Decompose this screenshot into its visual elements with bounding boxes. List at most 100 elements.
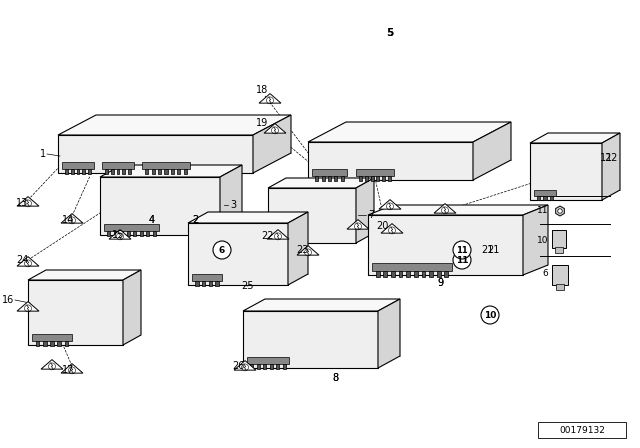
- Bar: [171, 169, 174, 174]
- Polygon shape: [17, 302, 39, 311]
- Text: 18: 18: [256, 85, 268, 95]
- Bar: [43, 341, 47, 346]
- Bar: [269, 364, 273, 369]
- Bar: [77, 169, 79, 174]
- Bar: [406, 271, 410, 276]
- Bar: [58, 341, 61, 346]
- Text: 7: 7: [368, 210, 374, 220]
- Polygon shape: [188, 223, 288, 285]
- Text: 3: 3: [230, 200, 236, 210]
- Polygon shape: [17, 197, 39, 206]
- Text: 6: 6: [542, 268, 548, 277]
- Polygon shape: [434, 204, 456, 213]
- Polygon shape: [243, 311, 378, 368]
- Bar: [247, 357, 289, 364]
- Circle shape: [481, 306, 499, 324]
- Bar: [359, 176, 362, 181]
- Bar: [282, 364, 286, 369]
- Polygon shape: [100, 165, 242, 177]
- Bar: [429, 271, 433, 276]
- Text: 13: 13: [16, 198, 28, 208]
- Polygon shape: [28, 270, 141, 280]
- Text: 14: 14: [62, 215, 74, 225]
- Polygon shape: [109, 230, 131, 239]
- Polygon shape: [356, 178, 374, 243]
- Polygon shape: [259, 94, 281, 103]
- Polygon shape: [378, 299, 400, 368]
- Polygon shape: [58, 115, 291, 135]
- Circle shape: [557, 209, 563, 213]
- Bar: [36, 341, 39, 346]
- Polygon shape: [368, 205, 548, 215]
- Polygon shape: [188, 212, 308, 223]
- Text: 19: 19: [256, 118, 268, 128]
- Bar: [127, 231, 130, 236]
- Bar: [340, 176, 344, 181]
- Bar: [152, 169, 155, 174]
- Bar: [209, 281, 212, 286]
- Bar: [192, 274, 222, 281]
- Polygon shape: [58, 135, 253, 173]
- Polygon shape: [264, 124, 286, 133]
- Polygon shape: [473, 122, 511, 180]
- Bar: [250, 364, 253, 369]
- Bar: [122, 169, 125, 174]
- Bar: [133, 231, 136, 236]
- Text: 10: 10: [536, 236, 548, 245]
- Text: 5: 5: [387, 28, 394, 38]
- Bar: [391, 271, 395, 276]
- Bar: [146, 231, 149, 236]
- Bar: [321, 176, 324, 181]
- Bar: [140, 231, 143, 236]
- Bar: [184, 169, 187, 174]
- Bar: [65, 169, 68, 174]
- Bar: [436, 271, 440, 276]
- Text: 12: 12: [606, 153, 618, 163]
- Bar: [399, 271, 403, 276]
- Text: 6: 6: [219, 246, 225, 254]
- Bar: [257, 364, 260, 369]
- Polygon shape: [220, 165, 242, 235]
- Polygon shape: [123, 270, 141, 345]
- Polygon shape: [234, 361, 256, 370]
- Bar: [128, 169, 131, 174]
- Text: 11: 11: [456, 255, 468, 264]
- Polygon shape: [308, 142, 473, 180]
- Bar: [62, 162, 94, 169]
- Polygon shape: [28, 280, 123, 345]
- Polygon shape: [61, 214, 83, 223]
- Bar: [376, 271, 380, 276]
- Polygon shape: [523, 205, 548, 275]
- Bar: [422, 271, 426, 276]
- Bar: [382, 176, 385, 181]
- Text: 17: 17: [62, 365, 74, 375]
- Text: 8: 8: [332, 373, 338, 383]
- Circle shape: [453, 241, 471, 259]
- Polygon shape: [379, 200, 401, 209]
- Bar: [371, 176, 374, 181]
- Bar: [152, 231, 156, 236]
- Bar: [276, 364, 279, 369]
- Text: 9: 9: [437, 278, 443, 288]
- Polygon shape: [41, 360, 63, 369]
- Bar: [383, 271, 387, 276]
- Polygon shape: [530, 143, 602, 200]
- Polygon shape: [556, 206, 564, 216]
- Bar: [116, 169, 120, 174]
- Polygon shape: [267, 230, 289, 239]
- Bar: [158, 169, 161, 174]
- Bar: [142, 162, 190, 169]
- Text: 23: 23: [296, 245, 308, 255]
- Text: 9: 9: [437, 278, 443, 288]
- Text: 12: 12: [600, 153, 612, 163]
- Text: 00179132: 00179132: [559, 426, 605, 435]
- Bar: [111, 169, 114, 174]
- Text: 4: 4: [149, 215, 155, 225]
- Bar: [215, 281, 219, 286]
- Text: 4: 4: [149, 215, 155, 225]
- Polygon shape: [253, 115, 291, 173]
- Bar: [164, 169, 168, 174]
- Text: 22: 22: [262, 231, 275, 241]
- Bar: [65, 341, 68, 346]
- Polygon shape: [288, 212, 308, 285]
